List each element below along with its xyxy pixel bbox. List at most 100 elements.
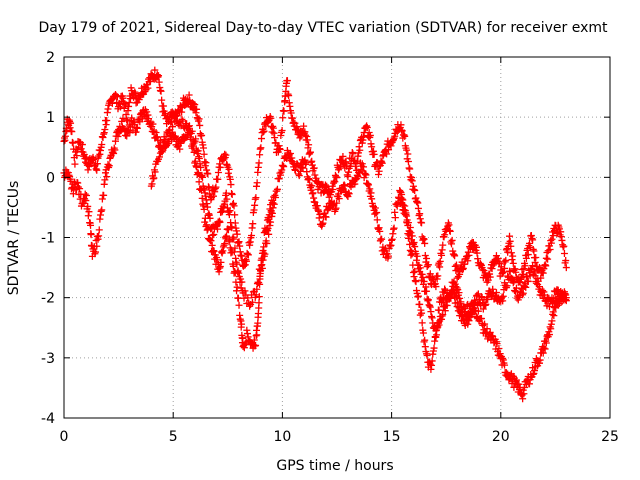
data-point bbox=[421, 239, 429, 247]
data-point bbox=[426, 270, 434, 278]
data-point bbox=[510, 383, 518, 391]
data-point bbox=[316, 210, 324, 218]
data-point bbox=[520, 390, 528, 398]
data-point bbox=[158, 96, 166, 104]
plot-frame bbox=[63, 56, 611, 419]
data-point bbox=[401, 132, 409, 140]
data-point bbox=[416, 300, 424, 308]
data-point bbox=[197, 163, 205, 171]
data-point bbox=[524, 251, 532, 259]
data-point bbox=[544, 255, 552, 263]
data-point bbox=[255, 159, 263, 167]
data-point bbox=[98, 140, 106, 148]
data-point bbox=[103, 173, 111, 181]
data-point bbox=[539, 287, 547, 295]
data-point bbox=[548, 235, 556, 243]
data-point bbox=[358, 160, 366, 168]
data-point bbox=[534, 277, 542, 285]
data-point bbox=[200, 150, 208, 158]
data-point bbox=[280, 163, 288, 171]
x-tick-label: 20 bbox=[492, 429, 510, 445]
data-point bbox=[398, 127, 406, 135]
data-point bbox=[213, 256, 221, 264]
x-tick-label: 10 bbox=[273, 429, 291, 445]
data-point bbox=[228, 224, 236, 232]
data-point bbox=[306, 148, 314, 156]
data-point bbox=[414, 204, 422, 212]
data-point bbox=[119, 114, 127, 122]
data-point bbox=[280, 107, 288, 115]
data-point bbox=[548, 317, 556, 325]
data-point bbox=[184, 123, 192, 131]
data-point bbox=[529, 262, 537, 270]
data-point bbox=[112, 92, 120, 100]
data-point bbox=[171, 112, 179, 120]
data-point bbox=[451, 252, 459, 260]
data-point bbox=[233, 260, 241, 268]
data-point bbox=[95, 232, 103, 240]
data-point bbox=[116, 103, 124, 111]
x-tick-label: 15 bbox=[383, 429, 401, 445]
data-point bbox=[298, 163, 306, 171]
data-point bbox=[418, 309, 426, 317]
data-point bbox=[303, 136, 311, 144]
data-point bbox=[430, 344, 438, 352]
data-point bbox=[101, 125, 109, 133]
data-point bbox=[285, 92, 293, 100]
data-point bbox=[279, 114, 287, 122]
data-point bbox=[125, 127, 133, 135]
data-point bbox=[439, 241, 447, 249]
data-point bbox=[365, 181, 373, 189]
data-point bbox=[448, 290, 456, 298]
data-point bbox=[546, 245, 554, 253]
data-point bbox=[424, 261, 432, 269]
data-point bbox=[239, 334, 247, 342]
data-point bbox=[78, 141, 86, 149]
data-point bbox=[214, 225, 222, 233]
data-point bbox=[257, 135, 265, 143]
data-point bbox=[126, 95, 134, 103]
data-point bbox=[453, 274, 461, 282]
data-point bbox=[412, 278, 420, 286]
data-point bbox=[465, 251, 473, 259]
data-point bbox=[189, 100, 197, 108]
data-point bbox=[260, 243, 268, 251]
data-point bbox=[376, 227, 384, 235]
data-point bbox=[260, 127, 268, 135]
data-point bbox=[111, 146, 119, 154]
data-point bbox=[436, 257, 444, 265]
data-point bbox=[222, 151, 230, 159]
data-point bbox=[452, 261, 460, 269]
data-point bbox=[178, 115, 186, 123]
data-point bbox=[84, 202, 92, 210]
data-point bbox=[373, 216, 381, 224]
data-point bbox=[529, 236, 537, 244]
data-point bbox=[542, 339, 550, 347]
data-point bbox=[521, 262, 529, 270]
data-point bbox=[195, 178, 203, 186]
data-point bbox=[349, 150, 357, 158]
data-point bbox=[423, 287, 431, 295]
data-point bbox=[155, 72, 163, 80]
y-tick-label: -4 bbox=[41, 411, 55, 427]
y-tick-label: 2 bbox=[46, 50, 55, 66]
data-point bbox=[421, 336, 429, 344]
data-point bbox=[248, 298, 256, 306]
data-point bbox=[253, 331, 261, 339]
data-point bbox=[560, 250, 568, 258]
data-point bbox=[255, 279, 263, 287]
data-point bbox=[501, 264, 509, 272]
data-point bbox=[356, 146, 364, 154]
data-point bbox=[532, 254, 540, 262]
data-point bbox=[308, 182, 316, 190]
data-point bbox=[150, 174, 158, 182]
data-point bbox=[103, 117, 111, 125]
data-point bbox=[479, 305, 487, 313]
data-point bbox=[207, 237, 215, 245]
data-point bbox=[128, 114, 136, 122]
data-point bbox=[223, 232, 231, 240]
data-point bbox=[509, 252, 517, 260]
data-point bbox=[403, 212, 411, 220]
data-point bbox=[499, 292, 507, 300]
